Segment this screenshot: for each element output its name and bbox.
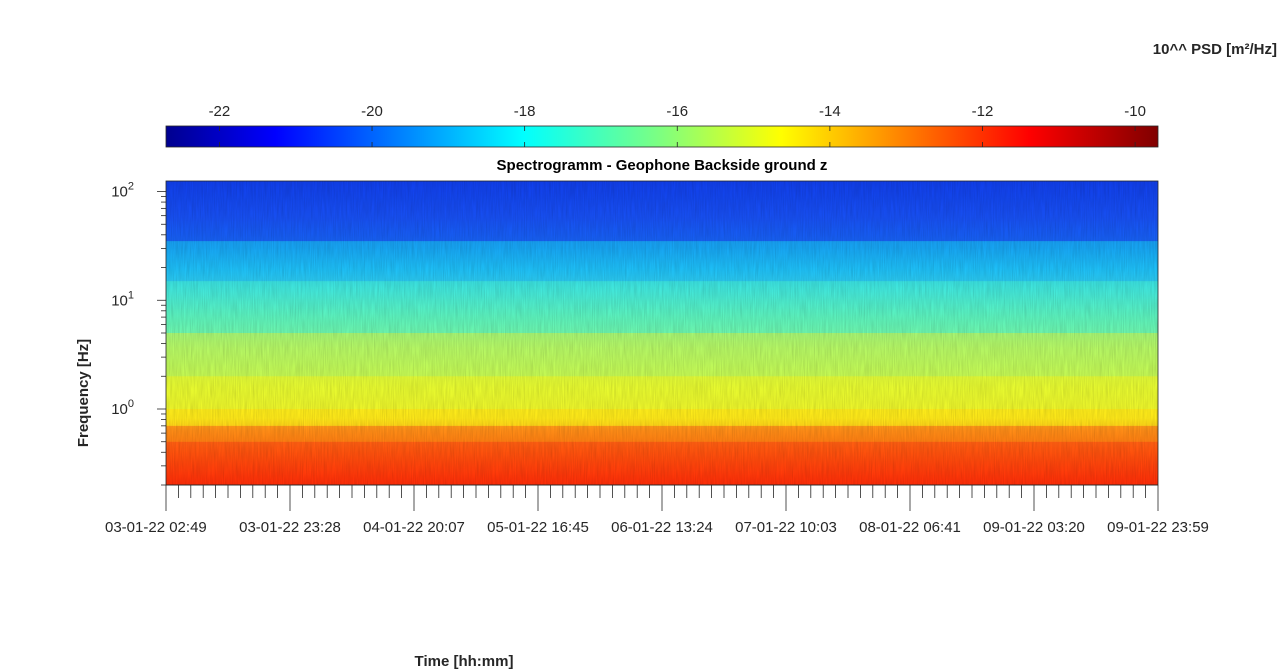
x-tick-label: 09-01-22 03:20 (983, 519, 1085, 536)
x-tick-label: 08-01-22 06:41 (859, 519, 961, 536)
y-tick-label: 101 (111, 289, 134, 309)
y-tick-exponent: 2 (128, 181, 134, 193)
y-tick-exponent: 1 (128, 289, 134, 301)
x-tick-label: 05-01-22 16:45 (487, 519, 589, 536)
x-tick-label: 06-01-22 13:24 (611, 519, 713, 536)
y-tick-base: 10 (111, 184, 128, 201)
colorbar-tick-label: -14 (819, 103, 841, 120)
y-axis-title: Frequency [Hz] (75, 339, 92, 447)
y-tick-label: 100 (111, 398, 134, 418)
y-tick-base: 10 (111, 292, 128, 309)
x-tick-label: 09-01-22 23:59 (1107, 519, 1209, 536)
y-tick-label: 102 (111, 181, 134, 201)
colorbar-tick-label: -12 (972, 103, 994, 120)
x-tick-label: 03-01-22 23:28 (239, 519, 341, 536)
x-tick-label: 04-01-22 20:07 (363, 519, 465, 536)
colorbar-label: 10^^ PSD [m²/Hz] (1153, 41, 1277, 58)
x-tick-label: 07-01-22 10:03 (735, 519, 837, 536)
colorbar-tick-label: -22 (209, 103, 231, 120)
colorbar-tick-label: -20 (361, 103, 383, 120)
colorbar-tick-label: -16 (666, 103, 688, 120)
x-axis: 03-01-22 02:49 03-01-22 23:28 04-01-22 20:… (105, 484, 1209, 536)
colorbar: -22 -20 -18 -16 -14 -12 -10 (165, 103, 1159, 148)
x-tick-label: 03-01-22 02:49 (105, 519, 207, 536)
x-axis-title: Time [hh:mm] (415, 653, 514, 669)
colorbar-ticks: -22 -20 -18 -16 -14 -12 -10 (209, 103, 1146, 147)
colorbar-tick-label: -18 (514, 103, 536, 120)
spectrogram-plot (166, 181, 1158, 485)
y-tick-base: 10 (111, 401, 128, 418)
chart-title: Spectrogramm - Geophone Backside ground … (497, 157, 828, 174)
colorbar-tick-label: -10 (1124, 103, 1146, 120)
spectrogram-texture (166, 181, 1158, 485)
y-tick-exponent: 0 (128, 398, 134, 410)
colorbar-scale (165, 125, 1159, 148)
